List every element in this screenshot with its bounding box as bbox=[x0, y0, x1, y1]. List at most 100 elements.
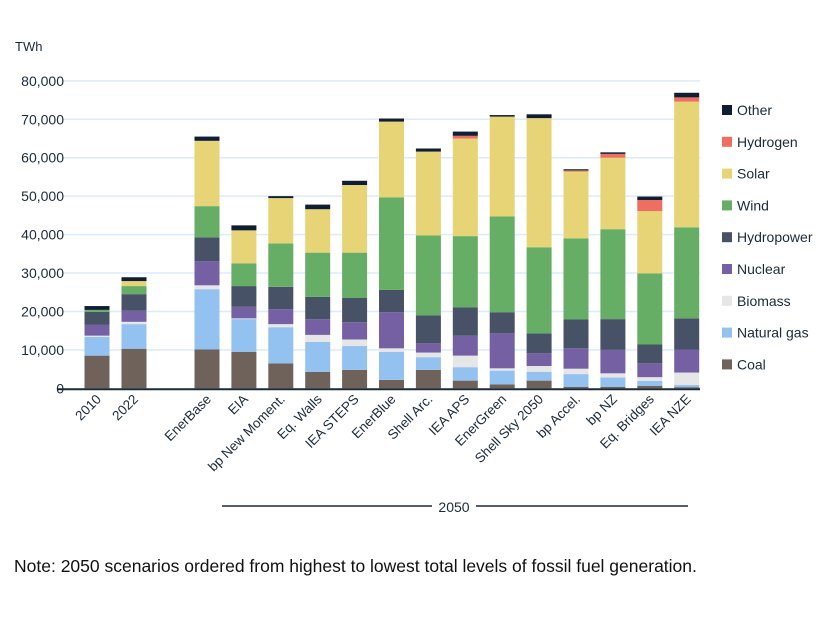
bar-segment-biomass bbox=[268, 324, 294, 328]
bar-segment-other bbox=[526, 114, 552, 119]
bar-segment-other bbox=[84, 306, 110, 310]
legend-label: Hydrogen bbox=[737, 134, 798, 150]
legend-label: Biomass bbox=[737, 293, 791, 309]
bar-segment-hydropower bbox=[674, 318, 700, 350]
bar-segment-nuclear bbox=[452, 335, 478, 356]
bar-segment-nuclear bbox=[674, 349, 700, 373]
bar-segment-coal bbox=[268, 363, 294, 389]
bar-segment-natural-gas bbox=[674, 384, 700, 388]
bar-segment-hydrogen bbox=[563, 170, 589, 172]
bar-segment-coal bbox=[415, 369, 441, 389]
bar-segment-biomass bbox=[600, 373, 626, 378]
bar-segment-hydropower bbox=[452, 307, 478, 336]
bar-segment-nuclear bbox=[305, 319, 331, 335]
x-tick-label: EIA bbox=[225, 392, 251, 418]
bar-segment-biomass bbox=[84, 335, 110, 337]
bar-segment-natural-gas bbox=[305, 341, 331, 372]
legend-swatch bbox=[722, 136, 732, 147]
bar-segment-hydropower bbox=[379, 289, 404, 313]
bar-segment-solar bbox=[342, 185, 368, 253]
bar-segment-hydropower bbox=[563, 319, 589, 349]
legend-label: Other bbox=[737, 102, 772, 118]
bar-segment-nuclear bbox=[194, 261, 220, 286]
legend-swatch bbox=[722, 232, 732, 243]
bar-segment-wind bbox=[600, 229, 626, 320]
bar-segment-hydropower bbox=[342, 297, 368, 323]
bar-segment-solar bbox=[563, 171, 589, 239]
bar-segment-natural-gas bbox=[268, 327, 294, 364]
bar-segment-coal bbox=[379, 379, 404, 389]
legend-swatch bbox=[722, 295, 732, 306]
bar-segment-nuclear bbox=[231, 306, 257, 319]
bar-segment-coal bbox=[563, 386, 589, 389]
bar-segment-natural-gas bbox=[600, 377, 626, 387]
bar-segment-coal bbox=[342, 369, 368, 389]
bar-segment-natural-gas bbox=[489, 370, 515, 385]
bar-segment-hydropower bbox=[121, 294, 147, 311]
bar-segment-wind bbox=[526, 247, 552, 334]
bar-segment-biomass bbox=[305, 334, 331, 342]
bar-segment-natural-gas bbox=[452, 367, 478, 381]
legend-label: Solar bbox=[737, 166, 770, 182]
bar-segment-coal bbox=[637, 385, 663, 389]
bar-segment-nuclear bbox=[342, 322, 368, 340]
bar-segment-hydropower bbox=[415, 315, 441, 344]
bar-segment-natural-gas bbox=[194, 289, 220, 350]
bar-segment-natural-gas bbox=[121, 324, 147, 349]
x-tick-label: IEA NZE bbox=[647, 392, 694, 439]
bar-segment-other bbox=[637, 196, 663, 200]
bar-segment-solar bbox=[268, 198, 294, 244]
legend-swatch bbox=[722, 200, 732, 211]
bar-segment-biomass bbox=[526, 366, 552, 372]
bar-segment-wind bbox=[379, 197, 404, 290]
y-tick-label: 20,000 bbox=[21, 303, 64, 319]
bar-segment-coal bbox=[194, 349, 220, 389]
legend-swatch bbox=[722, 327, 732, 338]
bar-segment-nuclear bbox=[268, 309, 294, 325]
bar-segment-solar bbox=[489, 116, 515, 217]
bar-segment-other bbox=[452, 131, 478, 136]
legend-label: Hydropower bbox=[737, 229, 813, 245]
bar-segment-coal bbox=[600, 386, 626, 389]
bar-segment-nuclear bbox=[526, 353, 552, 367]
y-tick-label: 60,000 bbox=[21, 150, 64, 166]
x-tick-label: 2022 bbox=[109, 392, 141, 424]
bar-segment-solar bbox=[452, 138, 478, 237]
legend-label: Nuclear bbox=[737, 261, 786, 277]
bar-segment-natural-gas bbox=[415, 357, 441, 370]
legend-swatch bbox=[722, 359, 732, 370]
bar-segment-biomass bbox=[379, 348, 404, 352]
bar-segment-natural-gas bbox=[637, 380, 663, 386]
bar-segment-nuclear bbox=[600, 349, 626, 374]
bar-segment-wind bbox=[563, 238, 589, 320]
bar-segment-hydropower bbox=[305, 296, 331, 320]
bar-segment-biomass bbox=[452, 355, 478, 368]
bar-segment-biomass bbox=[194, 285, 220, 290]
bar-segment-wind bbox=[342, 252, 368, 298]
bar-segment-natural-gas bbox=[84, 336, 110, 356]
bar-segment-coal bbox=[452, 380, 478, 389]
bar-segment-hydropower bbox=[637, 344, 663, 364]
group-label: 2050 bbox=[438, 499, 469, 515]
legend-label: Natural gas bbox=[737, 325, 809, 341]
bar-segment-coal bbox=[305, 371, 331, 389]
bar-segment-solar bbox=[415, 151, 441, 236]
bar-segment-other bbox=[489, 115, 515, 117]
x-tick-label: 2010 bbox=[72, 392, 104, 424]
bar-segment-solar bbox=[194, 140, 220, 207]
legend-label: Coal bbox=[737, 356, 766, 372]
y-tick-label: 70,000 bbox=[21, 111, 64, 127]
bar-segment-other bbox=[379, 118, 404, 122]
bar-segment-wind bbox=[84, 309, 110, 312]
legend-swatch bbox=[722, 105, 732, 115]
legend-label: Wind bbox=[737, 197, 769, 213]
bar-segment-solar bbox=[526, 118, 552, 248]
chart-note: Note: 2050 scenarios ordered from highes… bbox=[14, 556, 697, 576]
bar-segment-wind bbox=[637, 273, 663, 345]
bar-segment-biomass bbox=[415, 352, 441, 358]
bar-segment-wind bbox=[415, 235, 441, 316]
bar-segment-coal bbox=[674, 387, 700, 389]
bar-segment-solar bbox=[305, 209, 331, 253]
bar-segment-other bbox=[415, 148, 441, 152]
